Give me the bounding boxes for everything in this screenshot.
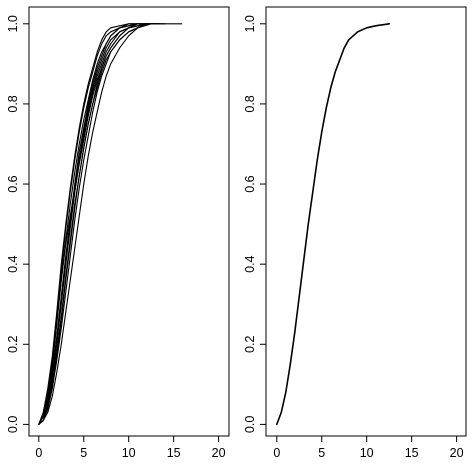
- x-tick-label: 0: [273, 446, 280, 460]
- x-tick-label: 5: [80, 446, 87, 460]
- y-tick-label: 0.8: [6, 95, 20, 112]
- y-tick-label: 0.4: [6, 255, 20, 272]
- series-line-1: [38, 23, 183, 425]
- x-tick-label: 10: [122, 446, 136, 460]
- series-line-10: [38, 23, 139, 425]
- y-tick-label: 1.0: [243, 15, 257, 32]
- series-line-7: [38, 23, 166, 425]
- x-tick-label: 0: [35, 446, 42, 460]
- x-tick-label: 10: [360, 446, 374, 460]
- y-tick-label: 0.4: [243, 255, 257, 272]
- x-tick-label: 20: [212, 446, 226, 460]
- x-tick-label: 15: [405, 446, 419, 460]
- x-tick-label: 15: [167, 446, 181, 460]
- y-tick-label: 0.8: [243, 95, 257, 112]
- y-tick-label: 0.0: [6, 416, 20, 433]
- x-tick-label: 5: [318, 446, 325, 460]
- series-line-11: [38, 23, 157, 425]
- y-tick-label: 0.2: [6, 336, 20, 353]
- plot-frame: [28, 6, 230, 437]
- y-tick-label: 0.6: [243, 175, 257, 192]
- right-panel: 0 5 10 15 20 0.0 0.2 0.4 0.6 0.8 1.0: [243, 6, 467, 460]
- y-tick-label: 0.6: [6, 175, 20, 192]
- series-line-3: [38, 23, 161, 425]
- y-tick-label: 0.0: [243, 416, 257, 433]
- y-tick-label: 0.2: [243, 336, 257, 353]
- x-tick-label: 20: [450, 446, 464, 460]
- left-panel: 0 5 10 15 20 0.0 0.2 0.4 0.6 0.8 1.0: [6, 6, 230, 460]
- plot-frame: [265, 6, 467, 437]
- series-line-1: [276, 23, 390, 426]
- y-tick-label: 1.0: [6, 15, 20, 32]
